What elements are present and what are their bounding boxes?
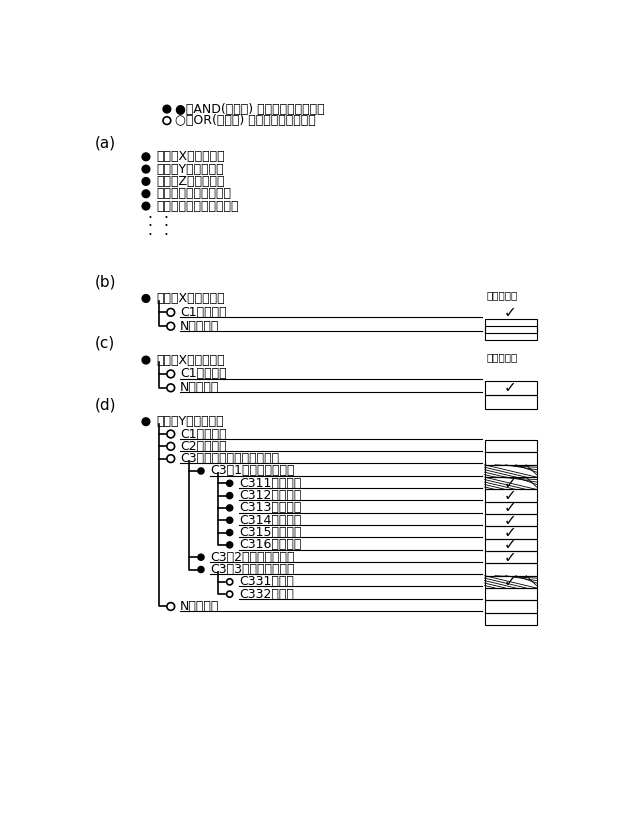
Text: ·: · bbox=[163, 228, 168, 243]
Bar bbox=[485, 588, 537, 600]
Circle shape bbox=[226, 480, 233, 486]
Text: Nである。: Nである。 bbox=[180, 382, 220, 394]
Circle shape bbox=[167, 309, 175, 316]
Text: 規定「Z」を満たす: 規定「Z」を満たす bbox=[156, 175, 225, 188]
Text: C315ではない: C315ではない bbox=[239, 526, 302, 539]
Text: 規定「Y」を満たす: 規定「Y」を満たす bbox=[156, 163, 224, 175]
Circle shape bbox=[142, 295, 150, 302]
Bar bbox=[485, 490, 537, 502]
Circle shape bbox=[163, 117, 171, 124]
Text: (b): (b) bbox=[95, 274, 116, 289]
Circle shape bbox=[142, 153, 150, 161]
Text: ✓: ✓ bbox=[504, 574, 517, 590]
Bar bbox=[485, 381, 537, 395]
Circle shape bbox=[226, 579, 233, 585]
Text: ✓: ✓ bbox=[504, 500, 517, 515]
Circle shape bbox=[226, 505, 233, 511]
Circle shape bbox=[167, 603, 175, 610]
Text: ✓: ✓ bbox=[504, 305, 517, 320]
Bar bbox=[485, 440, 537, 452]
Text: (a): (a) bbox=[95, 135, 116, 151]
Text: C1ではない: C1ではない bbox=[180, 305, 226, 319]
Text: C314ではない: C314ではない bbox=[239, 514, 301, 527]
Circle shape bbox=[167, 430, 175, 438]
Text: ·: · bbox=[147, 228, 152, 243]
Bar bbox=[485, 600, 537, 613]
Circle shape bbox=[142, 190, 150, 197]
Text: C3のどの号にも該当しない: C3のどの号にも該当しない bbox=[180, 452, 279, 465]
Circle shape bbox=[226, 542, 233, 548]
Text: C311ではない: C311ではない bbox=[239, 477, 301, 490]
Text: ●はAND(論理積) 条件のひとつを示す: ●はAND(論理積) 条件のひとつを示す bbox=[175, 102, 324, 115]
Bar bbox=[485, 395, 537, 409]
Bar bbox=[485, 452, 537, 465]
Text: ·: · bbox=[147, 219, 152, 234]
Circle shape bbox=[167, 455, 175, 463]
Text: 規定「Y」を満たす: 規定「Y」を満たす bbox=[156, 415, 224, 428]
Bar bbox=[485, 319, 537, 333]
Text: チェック欄: チェック欄 bbox=[487, 291, 518, 301]
Text: (d): (d) bbox=[95, 397, 116, 412]
Text: ○はOR(論理和) 条件のひとつを示す: ○はOR(論理和) 条件のひとつを示す bbox=[175, 114, 315, 127]
Text: 規定「・・・」を満たす: 規定「・・・」を満たす bbox=[156, 200, 238, 213]
Bar bbox=[485, 326, 537, 340]
Circle shape bbox=[142, 418, 150, 426]
Circle shape bbox=[167, 370, 175, 378]
Bar bbox=[485, 527, 537, 539]
Bar bbox=[485, 477, 537, 490]
Text: ✓: ✓ bbox=[504, 488, 517, 503]
Circle shape bbox=[163, 105, 171, 113]
Circle shape bbox=[167, 323, 175, 330]
Circle shape bbox=[167, 384, 175, 391]
Text: ✓: ✓ bbox=[504, 550, 517, 564]
Text: ·: · bbox=[163, 211, 168, 226]
Text: C1ではない: C1ではない bbox=[180, 428, 226, 441]
Text: 規定「・・」を満たす: 規定「・・」を満たす bbox=[156, 188, 231, 201]
Circle shape bbox=[142, 178, 150, 185]
Circle shape bbox=[198, 554, 204, 560]
Text: Nである。: Nである。 bbox=[180, 600, 220, 613]
Text: ✓: ✓ bbox=[504, 537, 517, 552]
Text: 規定「X」を満たす: 規定「X」を満たす bbox=[156, 354, 225, 367]
Text: ·: · bbox=[147, 211, 152, 226]
Text: C2ではない: C2ではない bbox=[180, 440, 226, 453]
Text: 規定「X」を満たす: 規定「X」を満たす bbox=[156, 151, 225, 163]
Text: C312ではない: C312ではない bbox=[239, 489, 301, 502]
Text: C3の2号に該当しない: C3の2号に該当しない bbox=[210, 550, 295, 563]
Circle shape bbox=[198, 468, 204, 474]
Text: C313ではない: C313ではない bbox=[239, 501, 301, 514]
Text: C332である: C332である bbox=[239, 588, 294, 600]
Text: C331である: C331である bbox=[239, 575, 294, 588]
Circle shape bbox=[142, 356, 150, 364]
Bar bbox=[485, 576, 537, 588]
Text: 規定「X」を満たす: 規定「X」を満たす bbox=[156, 292, 225, 305]
Bar bbox=[485, 551, 537, 563]
Text: チェック欄: チェック欄 bbox=[487, 352, 518, 362]
Circle shape bbox=[142, 202, 150, 210]
Bar bbox=[485, 502, 537, 514]
Circle shape bbox=[198, 567, 204, 572]
Text: ✓: ✓ bbox=[504, 525, 517, 540]
Circle shape bbox=[142, 165, 150, 173]
Circle shape bbox=[167, 442, 175, 450]
Text: C1ではない: C1ではない bbox=[180, 368, 226, 381]
Text: C316ではない: C316ではない bbox=[239, 538, 301, 551]
Circle shape bbox=[226, 591, 233, 597]
Text: ·: · bbox=[163, 219, 168, 234]
Text: ✓: ✓ bbox=[504, 513, 517, 527]
Circle shape bbox=[226, 492, 233, 499]
Text: C3の1号に該当しない: C3の1号に該当しない bbox=[210, 464, 295, 477]
Bar bbox=[485, 465, 537, 477]
Bar bbox=[485, 613, 537, 625]
Circle shape bbox=[226, 517, 233, 523]
Bar bbox=[485, 539, 537, 551]
Bar bbox=[485, 514, 537, 527]
Text: Nである。: Nである。 bbox=[180, 319, 220, 333]
Text: C3の3号に該当しない: C3の3号に該当しない bbox=[210, 563, 295, 576]
Text: (c): (c) bbox=[95, 336, 115, 351]
Text: ✓: ✓ bbox=[504, 380, 517, 396]
Circle shape bbox=[226, 529, 233, 536]
Text: ✓: ✓ bbox=[504, 476, 517, 491]
Bar bbox=[485, 563, 537, 576]
